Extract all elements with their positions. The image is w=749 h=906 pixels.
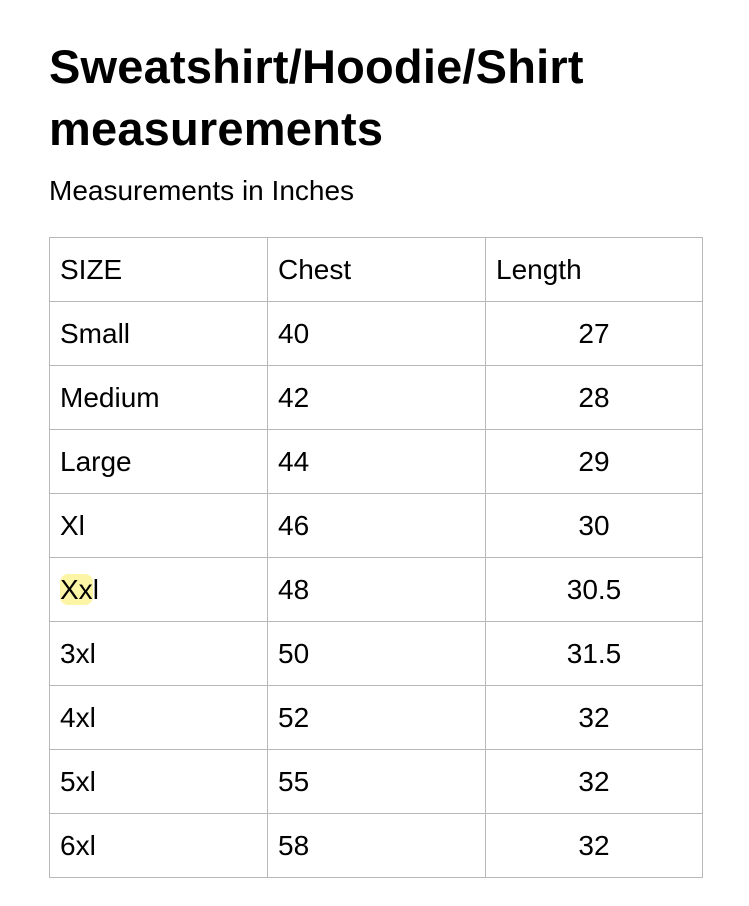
length-value: 30	[578, 509, 610, 541]
chest-cell: 52	[267, 685, 486, 750]
length-value: 28	[578, 381, 610, 413]
table-row: 4xl 52 32	[49, 685, 703, 750]
size-cell: 6xl	[49, 813, 268, 878]
length-cell: 32	[485, 685, 703, 750]
length-value: 32	[578, 829, 610, 861]
length-cell: 32	[485, 813, 703, 878]
length-cell: 29	[485, 429, 703, 494]
size-chart-table: SIZE Chest Length Small 40 27 Medium 42 …	[49, 237, 703, 878]
table-row: Small 40 27	[49, 301, 703, 366]
length-cell: 30.5	[485, 557, 703, 622]
length-cell: 30	[485, 493, 703, 558]
size-cell: 4xl	[49, 685, 268, 750]
size-cell: 3xl	[49, 621, 268, 686]
table-row: Large 44 29	[49, 429, 703, 494]
header-size: SIZE	[49, 237, 268, 302]
chest-cell: 44	[267, 429, 486, 494]
size-cell: Xl	[49, 493, 268, 558]
length-cell: 31.5	[485, 621, 703, 686]
length-value: 32	[578, 701, 610, 733]
document-page: Sweatshirt/Hoodie/Shirt measurements Mea…	[49, 0, 703, 878]
table-row: 6xl 58 32	[49, 813, 703, 878]
size-text-rest: l	[92, 573, 99, 605]
chest-cell: 50	[267, 621, 486, 686]
size-cell: 5xl	[49, 749, 268, 814]
length-value: 31.5	[566, 637, 622, 669]
length-value: 29	[578, 445, 610, 477]
size-cell: Medium	[49, 365, 268, 430]
table-row: 3xl 50 31.5	[49, 621, 703, 686]
chest-cell: 48	[267, 557, 486, 622]
length-value: 27	[578, 317, 610, 349]
length-cell: 28	[485, 365, 703, 430]
chest-cell: 46	[267, 493, 486, 558]
chest-cell: 55	[267, 749, 486, 814]
header-chest: Chest	[267, 237, 486, 302]
chest-cell: 40	[267, 301, 486, 366]
header-length: Length	[485, 237, 703, 302]
table-header-row: SIZE Chest Length	[49, 237, 703, 302]
table-row: Xxl 48 30.5	[49, 557, 703, 622]
chest-cell: 42	[267, 365, 486, 430]
length-cell: 32	[485, 749, 703, 814]
size-cell: Small	[49, 301, 268, 366]
length-value: 30.5	[566, 573, 622, 605]
table-row: Medium 42 28	[49, 365, 703, 430]
length-cell: 27	[485, 301, 703, 366]
page-subtitle: Measurements in Inches	[49, 175, 355, 206]
chest-cell: 58	[267, 813, 486, 878]
table-row: Xl 46 30	[49, 493, 703, 558]
text-highlight: Xx	[60, 573, 93, 605]
length-value: 32	[578, 765, 610, 797]
table-row: 5xl 55 32	[49, 749, 703, 814]
size-cell: Xxl	[49, 557, 268, 622]
size-cell: Large	[49, 429, 268, 494]
page-title: Sweatshirt/Hoodie/Shirt measurements	[49, 40, 584, 155]
